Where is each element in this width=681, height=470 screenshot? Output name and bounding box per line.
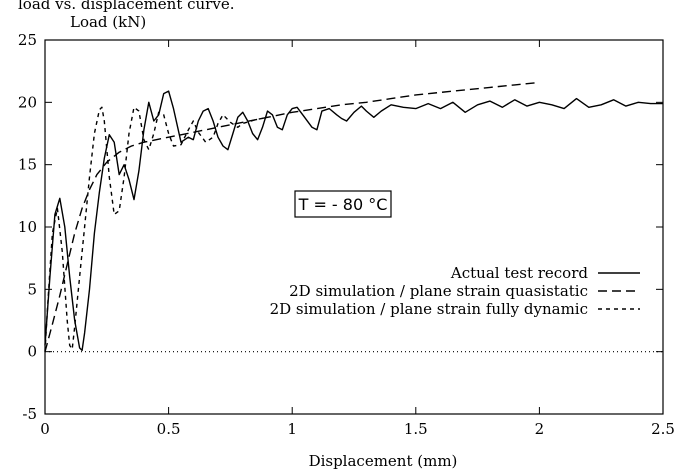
- plot-frame: [44, 39, 664, 415]
- y-tick-label: 0: [27, 343, 37, 361]
- annotation-text: T = - 80 °C: [298, 195, 388, 214]
- annotation-box: [294, 190, 392, 218]
- y-axis-label: Load (kN): [70, 13, 146, 31]
- series-lines: [44, 81, 663, 352]
- x-tick-label: 1: [287, 420, 297, 438]
- y-tick-label: 10: [18, 218, 37, 236]
- y-tick-label: 15: [18, 156, 37, 174]
- x-tick-label: 0.5: [157, 420, 181, 438]
- y-tick-label: 5: [27, 280, 37, 298]
- y-axis-ticks: -5 0 5 10 15 20 25: [18, 31, 663, 423]
- legend-label-1: Actual test record: [450, 264, 588, 282]
- series-line-3: [44, 106, 268, 352]
- x-tick-label: 0: [40, 420, 50, 438]
- y-tick-label: 25: [18, 31, 37, 49]
- plot-border: [44, 39, 664, 415]
- y-tick-label: -5: [22, 405, 37, 423]
- temperature-annotation: T = - 80 °C: [294, 190, 392, 218]
- x-tick-label: 2.5: [651, 420, 675, 438]
- caption-fragment: load vs. displacement curve.: [18, 0, 234, 13]
- series-line-2: [44, 81, 540, 352]
- x-tick-label: 2: [535, 420, 545, 438]
- legend-label-3: 2D simulation / plane strain fully dynam…: [270, 300, 588, 318]
- legend-label-2: 2D simulation / plane strain quasistatic: [289, 282, 588, 300]
- y-tick-label: 20: [18, 93, 37, 111]
- x-axis-ticks: 0 0.5 1 1.5 2 2.5: [40, 40, 675, 438]
- x-axis-label: Displacement (mm): [309, 452, 458, 470]
- x-tick-label: 1.5: [404, 420, 428, 438]
- series-line-1: [44, 90, 663, 352]
